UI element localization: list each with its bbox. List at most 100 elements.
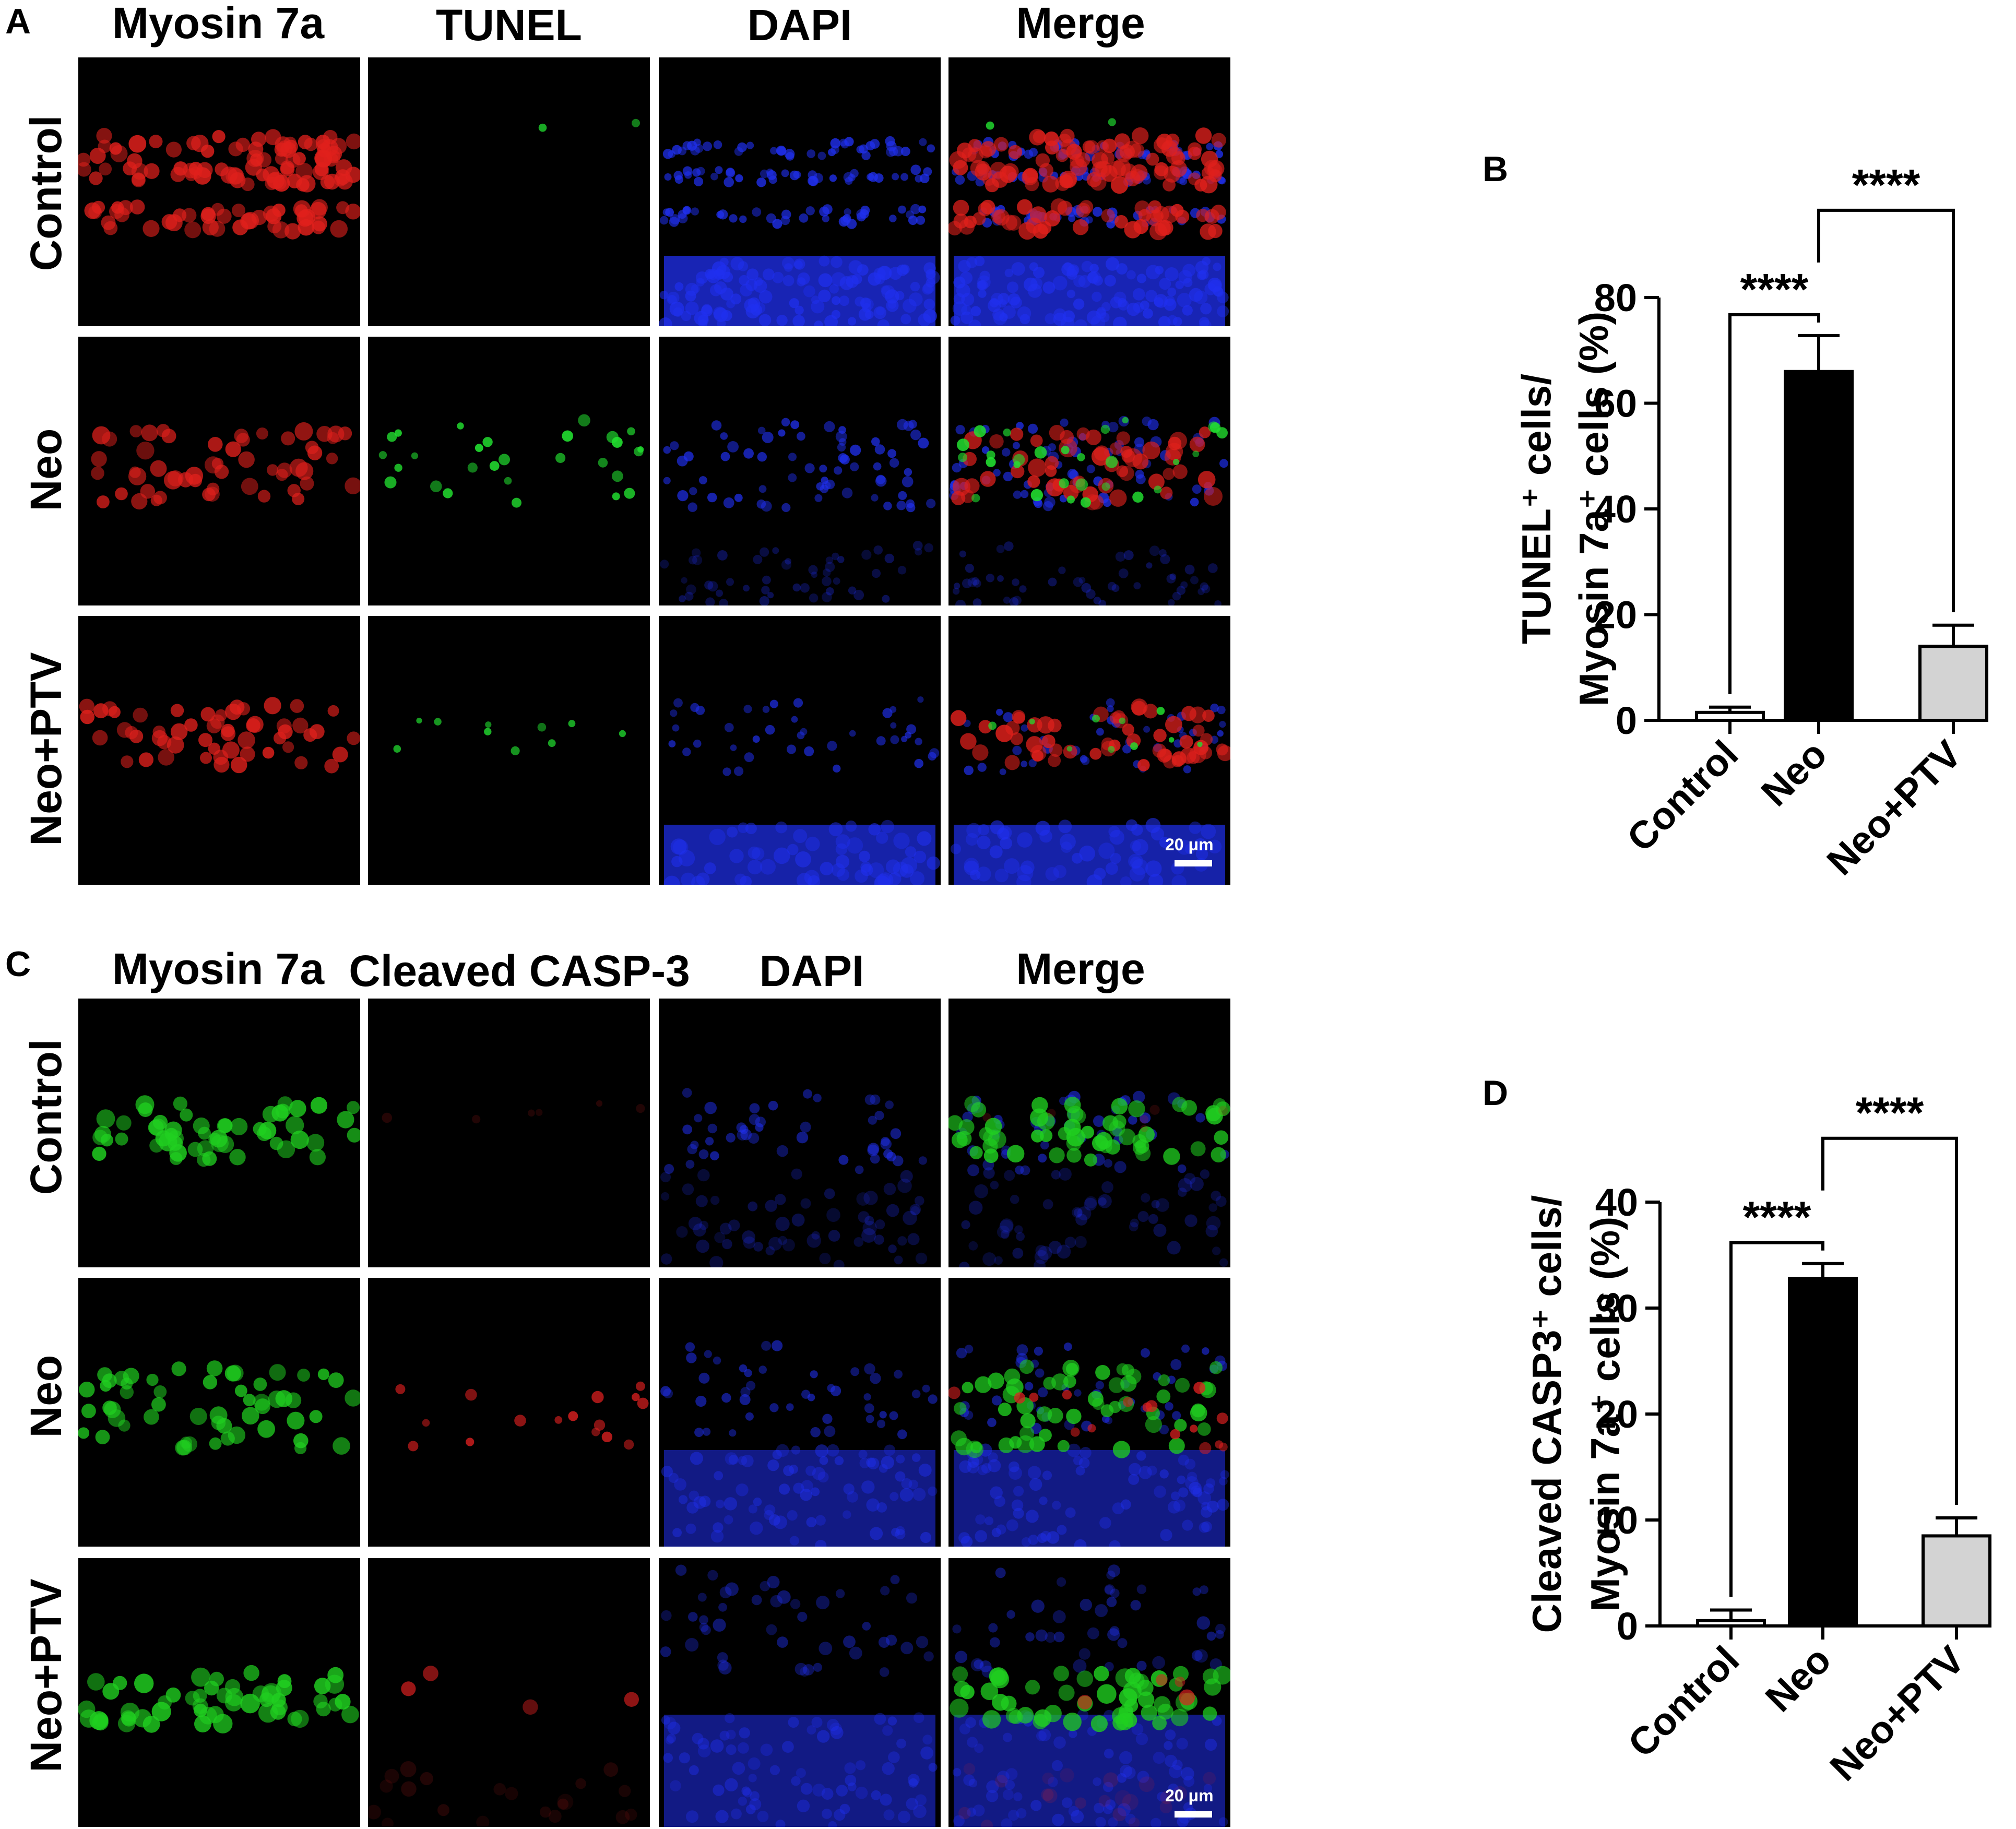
cell-mark [724,722,734,732]
cell-mark [1092,291,1102,302]
cell-mark [116,1115,132,1131]
cell-mark [688,1612,698,1622]
cell-mark [998,826,1012,839]
cell-mark [916,1636,929,1648]
cell-mark [1151,1199,1160,1208]
cell-mark [1003,429,1011,437]
cell-mark [557,1794,574,1810]
cell-mark [995,725,1013,742]
cell-mark [1208,1203,1217,1212]
cell-mark [511,746,520,755]
cell-mark [1209,1361,1223,1374]
cell-mark [80,709,95,725]
cell-mark [906,1798,918,1810]
cell-mark [1108,746,1115,753]
cell-mark [1093,1115,1105,1127]
cell-mark [1000,1218,1014,1232]
cell-mark [89,148,106,164]
cell-mark [780,216,790,225]
cell-mark [1141,1125,1148,1132]
cell-mark [1203,1784,1213,1792]
cell-mark [885,136,895,147]
cell-mark [1087,271,1101,284]
cell-mark [1202,1706,1217,1721]
cell-mark [102,1683,120,1700]
cell-mark [758,485,767,493]
cell-mark [725,1582,739,1596]
cell-mark [844,208,851,216]
cell-mark [967,1737,978,1748]
cell-mark [1002,448,1011,457]
cell-mark [264,697,281,715]
cell-mark [880,1138,892,1150]
cell-mark [1140,1115,1148,1124]
cell-mark [748,1201,758,1212]
cell-mark [1191,1650,1203,1661]
cell-mark [1172,317,1182,326]
cell-mark [1172,1411,1181,1420]
cell-mark [873,462,882,471]
cell-mark [1200,303,1212,315]
cell-mark [92,1146,106,1161]
cell-mark [164,1127,178,1141]
cell-mark [958,259,971,272]
cell-mark [718,1602,727,1612]
cell-mark [822,481,831,490]
cell-mark [661,1715,671,1725]
cell-mark [1106,1597,1117,1607]
cell-mark [209,1437,222,1450]
cell-mark [705,1137,714,1146]
cell-mark [975,1376,992,1393]
cell-mark [1146,152,1159,166]
cell-mark [129,425,143,437]
cell-mark [91,451,107,467]
cell-mark [778,429,786,437]
cell-mark [887,449,897,458]
cell-mark [225,703,242,720]
cell-mark [135,1095,155,1114]
a-scale-bar [1175,860,1212,866]
cell-mark [829,174,837,182]
cell-mark [676,1226,688,1238]
cell-mark [1163,468,1175,480]
cell-mark [171,1361,186,1376]
cell-mark [726,578,734,586]
cell-mark [201,144,215,158]
cell-mark [685,1160,695,1169]
cell-mark [384,476,397,489]
cell-mark [696,167,705,176]
cell-mark [970,1658,984,1671]
cell-mark [811,1487,820,1497]
significance-bracket [1728,313,1820,694]
cell-mark [804,746,814,756]
cell-mark [1116,465,1129,477]
cell-mark [1192,484,1202,494]
cell-mark [967,1456,979,1468]
cell-mark [736,1483,749,1497]
cell-mark [916,216,926,225]
cell-mark [891,1528,900,1537]
cell-mark [327,425,345,443]
cell-mark [975,1530,987,1542]
cell-mark [1012,745,1022,755]
cell-mark [974,1184,988,1198]
cell-mark [758,290,773,304]
cell-mark [1109,1540,1121,1547]
cell-mark [762,268,775,281]
a-panel-control-merge [948,57,1230,326]
cell-mark [1114,1161,1126,1173]
cell-mark [660,1386,671,1397]
cell-mark [1004,1780,1015,1790]
cell-mark [963,1763,976,1775]
cell-mark [1189,288,1203,302]
cell-mark [1190,576,1199,585]
cell-mark [970,306,981,316]
cell-mark [768,1514,780,1526]
cell-mark [1148,1214,1158,1224]
cell-mark [143,220,160,237]
cell-mark [769,1403,779,1412]
cell-mark [1190,497,1199,507]
cell-mark [1122,417,1129,424]
cell-mark [827,741,837,751]
cell-mark [591,1391,604,1404]
